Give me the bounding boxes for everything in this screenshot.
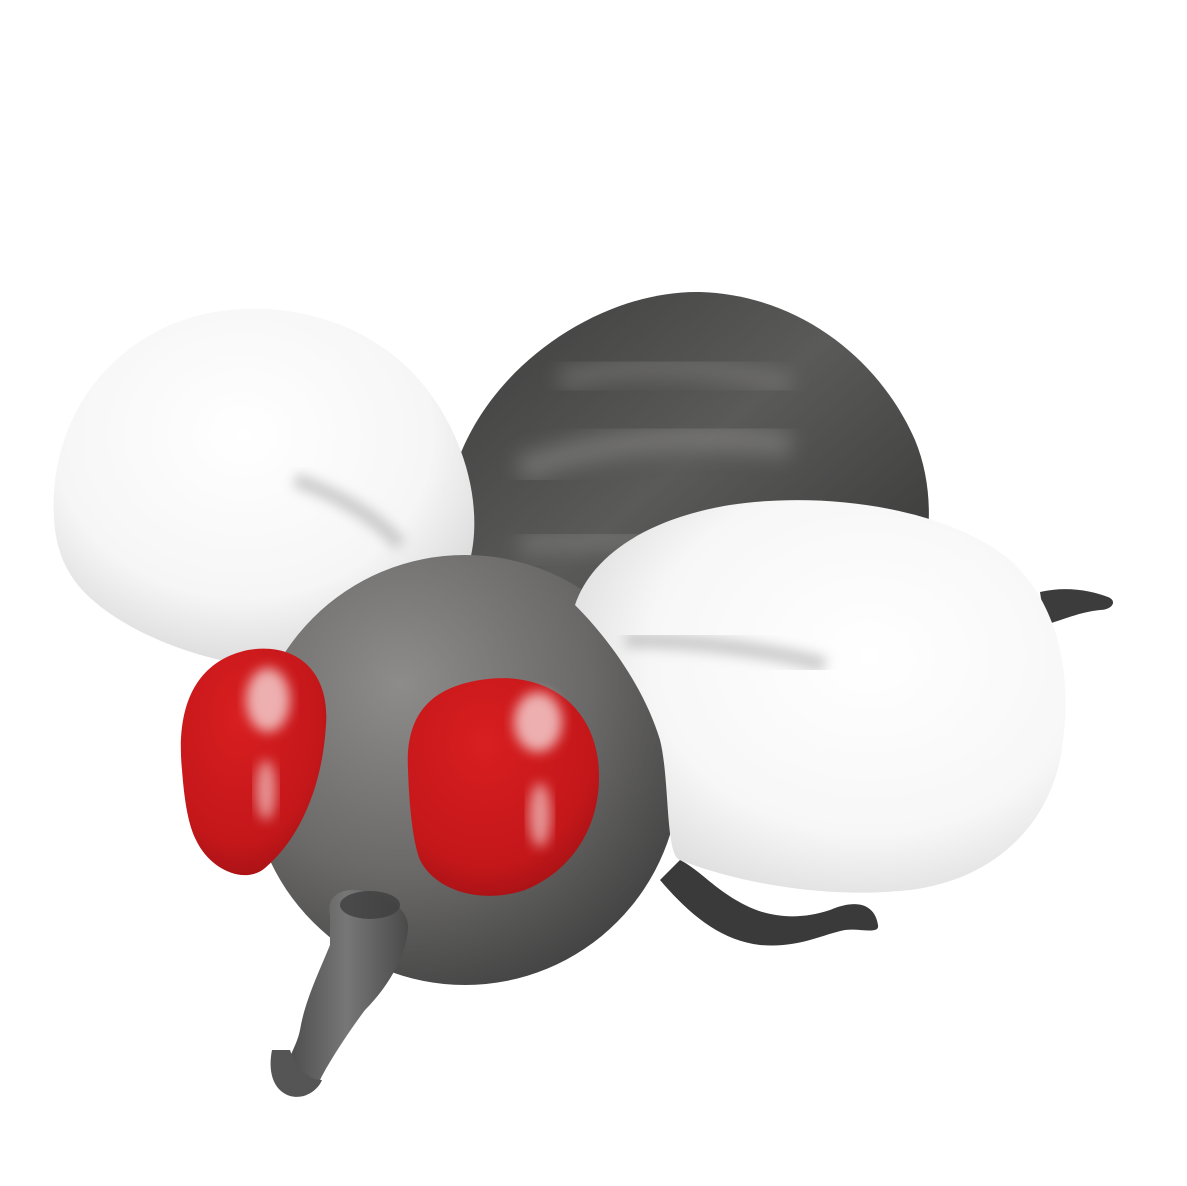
right-eye (407, 678, 600, 896)
leg-group (660, 589, 1114, 946)
rear-leg (1040, 589, 1114, 625)
eye-highlight (514, 692, 562, 752)
left-eye (180, 648, 327, 876)
middle-leg (660, 860, 879, 946)
right-wing (575, 500, 1066, 893)
eye-highlight (246, 668, 290, 732)
proboscis (270, 889, 409, 1097)
